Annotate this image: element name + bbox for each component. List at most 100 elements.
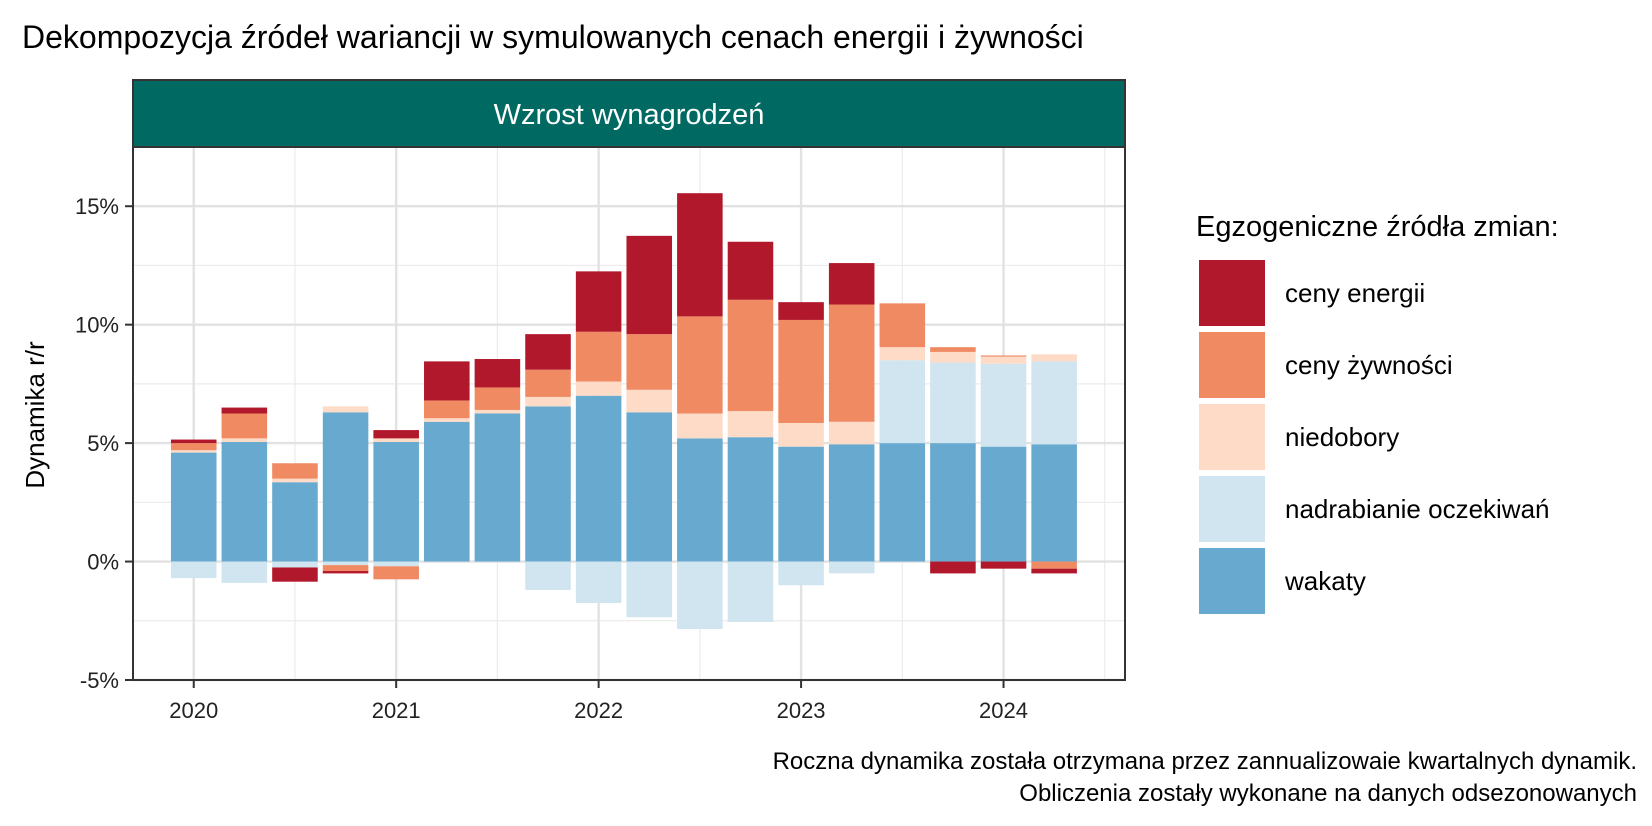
bar-segment-energy [575,271,622,332]
bar-segment-shortages [1031,354,1077,362]
bar-segment-shortages [424,418,470,422]
bar-segment-energy [322,571,369,574]
bar-segment-expectations [778,561,824,586]
legend-title: Egzogeniczne źródła zmian: [1196,211,1559,243]
bar-segment-energy [272,567,318,582]
bar-segment-vacancies [828,444,875,562]
bar-segment-food [677,316,723,414]
bar-segment-energy [221,407,268,414]
y-tick-label: 10% [75,313,119,338]
bar-segment-shortages [272,478,318,483]
caption-line-2: Obliczenia zostały wykonane na danych od… [1019,780,1637,807]
legend-label-energy: ceny energii [1285,278,1425,308]
legend: Egzogeniczne źródła zmian: ceny energii c… [1196,211,1559,614]
y-tick-label: 5% [87,431,119,456]
bar-segment-food [879,303,926,348]
bar-segment-energy [677,193,723,317]
bar-segment-food [170,443,217,451]
bar-segment-vacancies [879,443,926,562]
bar-segment-expectations [980,363,1027,447]
bar-segment-shortages [930,351,976,363]
legend-label-expectations: nadrabianie oczekiwań [1285,494,1550,524]
bar-segment-vacancies [474,413,521,562]
bar-segment-food [424,400,470,419]
legend-key-vacancies [1199,548,1265,614]
plot-border [132,146,1126,681]
bar-segment-expectations [170,561,217,579]
plot-area: -5% 0% 5% 10% 15% 2020 2021 2022 2023 2024 [75,146,1126,723]
bar-segment-food [930,347,976,352]
bar-segment-expectations [575,561,622,604]
legend-label-vacancies: wakaty [1284,566,1366,596]
facet-label: Wzrost wynagrodzeń [494,99,765,131]
bar-segment-energy [980,561,1027,569]
bar-segment-vacancies [930,443,976,562]
bar-segment-shortages [677,413,723,439]
legend-key-shortages [1199,404,1265,470]
bar-segment-energy [170,439,217,444]
bar-segment-food [828,304,875,422]
bar-segment-vacancies [575,395,622,562]
bar-segment-shortages [221,438,268,442]
bar-segment-expectations [525,561,571,590]
bar-segment-food [474,387,521,410]
legend-key-food [1199,332,1265,398]
bar-segment-expectations [727,561,774,622]
bar-segment-vacancies [221,441,268,562]
bar-segment-expectations [373,561,419,567]
bar-segment-energy [474,359,521,388]
bar-segment-vacancies [677,438,723,562]
bar-segment-expectations [626,561,673,618]
x-tick-label: 2023 [777,698,826,723]
bar-segment-expectations [879,360,926,444]
bar-segment-expectations [930,362,976,444]
bar-segment-vacancies [424,421,470,562]
bar-segment-shortages [828,421,875,445]
bar-segment-expectations [828,561,875,574]
bar-segment-energy [1031,568,1077,574]
bar-segment-vacancies [1031,444,1077,562]
y-tick-label: 15% [75,194,119,219]
bar-segment-food [727,299,774,412]
chart-title: Dekompozycja źródeł wariancji w symulowa… [22,19,1084,55]
bar-segment-expectations [1031,361,1077,445]
bar-segment-expectations [677,561,723,630]
bar-segment-vacancies [373,441,419,562]
y-tick-label: 0% [87,550,119,575]
bar-segment-food [221,413,268,439]
caption-line-1: Roczna dynamika została otrzymana przez … [773,748,1637,775]
x-tick-label: 2020 [169,698,218,723]
bar-segment-expectations [322,561,369,566]
bar-segment-shortages [474,409,521,414]
bar-segment-energy [626,235,673,335]
bar-segment-food [525,369,571,397]
bar-segment-food [322,565,369,572]
bar-segment-shortages [373,438,419,442]
bar-segment-food [575,331,622,382]
bar-segment-expectations [221,561,268,583]
bar-segment-food [1031,561,1077,569]
bar-segment-shortages [170,450,217,453]
bar-segment-food [373,566,419,580]
bar-segment-vacancies [525,406,571,562]
bar-segment-energy [424,361,470,401]
bar-segment-vacancies [980,446,1027,562]
facet-strip: Wzrost wynagrodzeń [132,79,1126,148]
bar-segment-shortages [626,389,673,413]
facet-strip-background [132,79,1126,148]
bar-segment-energy [727,241,774,300]
bar-segment-energy [373,430,419,439]
bar-segment-shortages [322,406,369,413]
legend-label-food: ceny żywności [1285,350,1453,380]
bar-segment-food [980,355,1027,357]
legend-key-expectations [1199,476,1265,542]
y-tick-label: -5% [80,668,119,693]
bar-segment-energy [525,334,571,370]
legend-items: ceny energii ceny żywności niedobory nadrab… [1199,260,1550,614]
bar-segment-energy [778,302,824,320]
x-tick-label: 2021 [372,698,421,723]
x-tick-label: 2024 [979,698,1028,723]
bar-segment-vacancies [727,437,774,562]
bar-segment-shortages [980,356,1027,364]
